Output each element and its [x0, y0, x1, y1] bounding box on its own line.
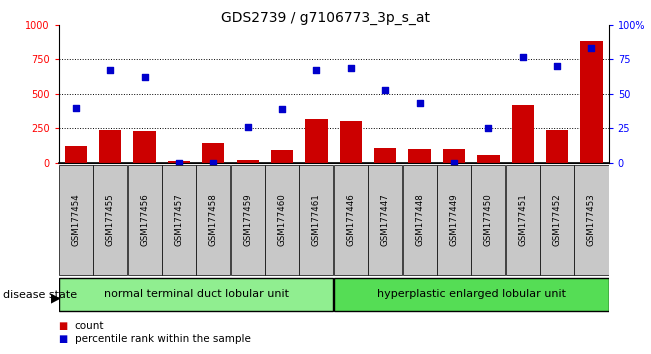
Text: disease state: disease state	[3, 290, 77, 300]
Text: ■: ■	[59, 321, 68, 331]
Text: GSM177455: GSM177455	[105, 193, 115, 246]
Bar	[408, 149, 431, 163]
Bar	[402, 165, 437, 275]
Point	[483, 125, 493, 131]
Text: ■: ■	[59, 334, 68, 344]
Bar	[133, 131, 156, 163]
Bar	[168, 161, 190, 163]
Bar	[93, 165, 127, 275]
Bar	[546, 130, 568, 163]
Bar	[197, 165, 230, 275]
Point	[380, 87, 391, 92]
Bar	[99, 130, 121, 163]
Text: percentile rank within the sample: percentile rank within the sample	[75, 334, 251, 344]
Bar	[580, 41, 603, 163]
Text: GSM177461: GSM177461	[312, 193, 321, 246]
Bar	[202, 143, 225, 163]
Text: GSM177460: GSM177460	[277, 193, 286, 246]
Text: GSM177450: GSM177450	[484, 193, 493, 246]
Text: GSM177452: GSM177452	[553, 193, 562, 246]
Text: GSM177448: GSM177448	[415, 193, 424, 246]
Text: GSM177447: GSM177447	[381, 193, 390, 246]
Point	[208, 160, 219, 166]
Bar	[162, 165, 196, 275]
Bar	[437, 165, 471, 275]
Bar	[305, 119, 327, 163]
Point	[277, 106, 287, 112]
Text: normal terminal duct lobular unit: normal terminal duct lobular unit	[104, 289, 288, 299]
Text: GSM177458: GSM177458	[209, 193, 218, 246]
Bar	[374, 148, 396, 163]
Text: GSM177446: GSM177446	[346, 193, 355, 246]
Point	[346, 65, 356, 70]
Text: hyperplastic enlarged lobular unit: hyperplastic enlarged lobular unit	[377, 289, 566, 299]
Bar	[265, 165, 299, 275]
Bar	[230, 165, 265, 275]
Text: GSM177454: GSM177454	[71, 193, 80, 246]
Text: GSM177451: GSM177451	[518, 193, 527, 246]
Point	[518, 54, 528, 59]
Bar	[334, 278, 609, 312]
Bar	[271, 150, 293, 163]
Bar	[477, 155, 499, 163]
Text: ▶: ▶	[51, 291, 61, 304]
Bar	[368, 165, 402, 275]
Bar	[574, 165, 609, 275]
Point	[311, 68, 322, 73]
Bar	[512, 105, 534, 163]
Point	[174, 160, 184, 166]
Bar	[334, 165, 368, 275]
Text: count: count	[75, 321, 104, 331]
Point	[70, 105, 81, 110]
Bar	[443, 149, 465, 163]
Point	[587, 45, 597, 51]
Bar	[236, 160, 259, 163]
Text: GSM177459: GSM177459	[243, 193, 252, 246]
Bar	[340, 121, 362, 163]
Text: GSM177457: GSM177457	[174, 193, 184, 246]
Text: GSM177453: GSM177453	[587, 193, 596, 246]
Bar	[59, 165, 93, 275]
Point	[105, 68, 115, 73]
Point	[415, 101, 425, 106]
Bar	[506, 165, 540, 275]
Bar	[540, 165, 574, 275]
Point	[242, 124, 253, 130]
Bar	[471, 165, 505, 275]
Bar	[128, 165, 161, 275]
Point	[552, 63, 562, 69]
Point	[139, 74, 150, 80]
Point	[449, 160, 459, 166]
Text: GSM177449: GSM177449	[449, 193, 458, 246]
Text: GSM177456: GSM177456	[140, 193, 149, 246]
Bar	[64, 146, 87, 163]
Bar	[299, 165, 333, 275]
Bar	[59, 278, 333, 312]
Text: GDS2739 / g7106773_3p_s_at: GDS2739 / g7106773_3p_s_at	[221, 11, 430, 25]
